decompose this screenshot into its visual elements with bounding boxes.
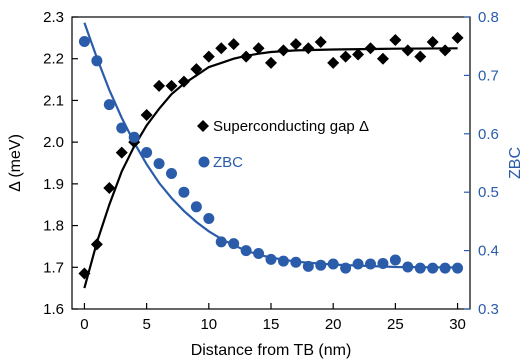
- gap-data-point: [364, 42, 377, 55]
- y-axis-label-right: ZBC: [507, 147, 524, 179]
- gap-data-point: [439, 44, 452, 57]
- gap-data-point: [414, 50, 427, 63]
- gap-data-point: [140, 109, 153, 122]
- zbc-data-point: [352, 258, 364, 270]
- gap-data-point: [265, 56, 277, 69]
- y-left-tick-label: 2.2: [43, 51, 64, 68]
- zbc-data-point: [78, 36, 90, 48]
- y-left-tick-label: 2.1: [43, 92, 64, 109]
- gap-data-point: [314, 36, 327, 49]
- x-tick-label: 10: [200, 316, 217, 333]
- zbc-data-point: [240, 245, 252, 257]
- zbc-data-point: [377, 257, 389, 269]
- zbc-data-point: [427, 262, 439, 274]
- x-tick-label: 15: [263, 316, 280, 333]
- gap-data-point: [202, 50, 215, 63]
- y-right-tick-label: 0.3: [478, 301, 499, 318]
- zbc-data-point: [315, 259, 327, 271]
- gap-data-point: [302, 42, 315, 55]
- legend-label-gap: Superconducting gap Δ: [213, 118, 369, 135]
- gap-data-point: [227, 38, 240, 51]
- zbc-data-point: [215, 236, 227, 248]
- y-right-tick-label: 0.8: [478, 9, 499, 26]
- legend-circle-marker: [198, 156, 210, 168]
- zbc-data-point: [290, 256, 302, 268]
- x-tick-label: 0: [80, 316, 88, 333]
- x-tick-label: 20: [325, 316, 342, 333]
- gap-data-point: [289, 38, 302, 51]
- gap-data-point: [401, 44, 414, 57]
- gap-data-point: [103, 182, 116, 195]
- gap-data-point: [177, 75, 190, 88]
- y-right-tick-label: 0.4: [478, 243, 499, 260]
- zbc-data-point: [190, 201, 202, 213]
- zbc-data-point: [452, 262, 464, 274]
- gap-data-point: [327, 56, 340, 69]
- gap-data-point: [78, 267, 91, 280]
- zbc-data-point: [141, 146, 153, 158]
- zbc-data-point: [277, 255, 289, 267]
- y-right-tick-label: 0.7: [478, 67, 499, 84]
- zbc-data-point: [103, 99, 115, 111]
- zbc-data-point: [228, 238, 240, 250]
- gap-data-point: [252, 42, 265, 55]
- gap-data-point: [426, 36, 439, 49]
- gap-data-point: [352, 48, 365, 61]
- x-tick-label: 5: [142, 316, 150, 333]
- zbc-data-point: [166, 168, 177, 180]
- x-tick-label: 30: [449, 316, 466, 333]
- gap-data-point: [339, 50, 352, 63]
- zbc-data-point: [128, 131, 140, 143]
- zbc-data-point: [153, 158, 165, 170]
- gap-data-point: [190, 63, 203, 76]
- legend-diamond-marker: [197, 120, 209, 132]
- zbc-data-point: [265, 253, 277, 265]
- gap-data-point: [90, 238, 103, 251]
- y-left-tick-label: 1.8: [43, 218, 64, 235]
- x-tick-label: 25: [387, 316, 404, 333]
- legend-label-zbc: ZBC: [213, 154, 243, 171]
- gap-fit-line: [83, 47, 458, 289]
- gap-data-point: [376, 52, 389, 65]
- x-axis-label: Distance from TB (nm): [191, 342, 352, 359]
- gap-data-point: [389, 33, 402, 46]
- zbc-data-point: [402, 261, 414, 273]
- gap-data-point: [165, 79, 178, 92]
- y-right-tick-label: 0.5: [478, 184, 499, 201]
- zbc-data-point: [414, 262, 426, 274]
- legend: Superconducting gap Δ ZBC: [197, 118, 369, 171]
- zbc-data-point: [439, 262, 451, 274]
- y-left-tick-label: 1.7: [43, 259, 64, 276]
- y-left-tick-label: 2.3: [43, 9, 64, 26]
- zbc-data-point: [116, 122, 128, 134]
- zbc-data-point: [365, 258, 376, 270]
- y-right-tick-label: 0.6: [478, 126, 499, 143]
- zbc-data-point: [203, 212, 215, 224]
- gap-data-point: [277, 44, 290, 57]
- y-axis-label-left: Δ (meV): [7, 134, 24, 192]
- y-left-tick-label: 1.6: [43, 301, 64, 318]
- zbc-data-point: [91, 55, 103, 67]
- y-left-tick-label: 2.0: [43, 134, 64, 151]
- zbc-data-point: [340, 262, 352, 274]
- zbc-data-point: [178, 186, 190, 198]
- y-left-tick-label: 1.9: [43, 176, 64, 193]
- zbc-data-point: [253, 248, 265, 260]
- zbc-data-point: [327, 258, 339, 270]
- gap-data-point: [240, 50, 253, 63]
- zbc-data-point: [389, 254, 401, 266]
- gap-data-point: [153, 79, 166, 92]
- zbc-data-point: [302, 260, 314, 272]
- gap-data-point: [115, 146, 128, 159]
- gap-data-point: [215, 42, 228, 55]
- gap-data-point: [451, 31, 464, 44]
